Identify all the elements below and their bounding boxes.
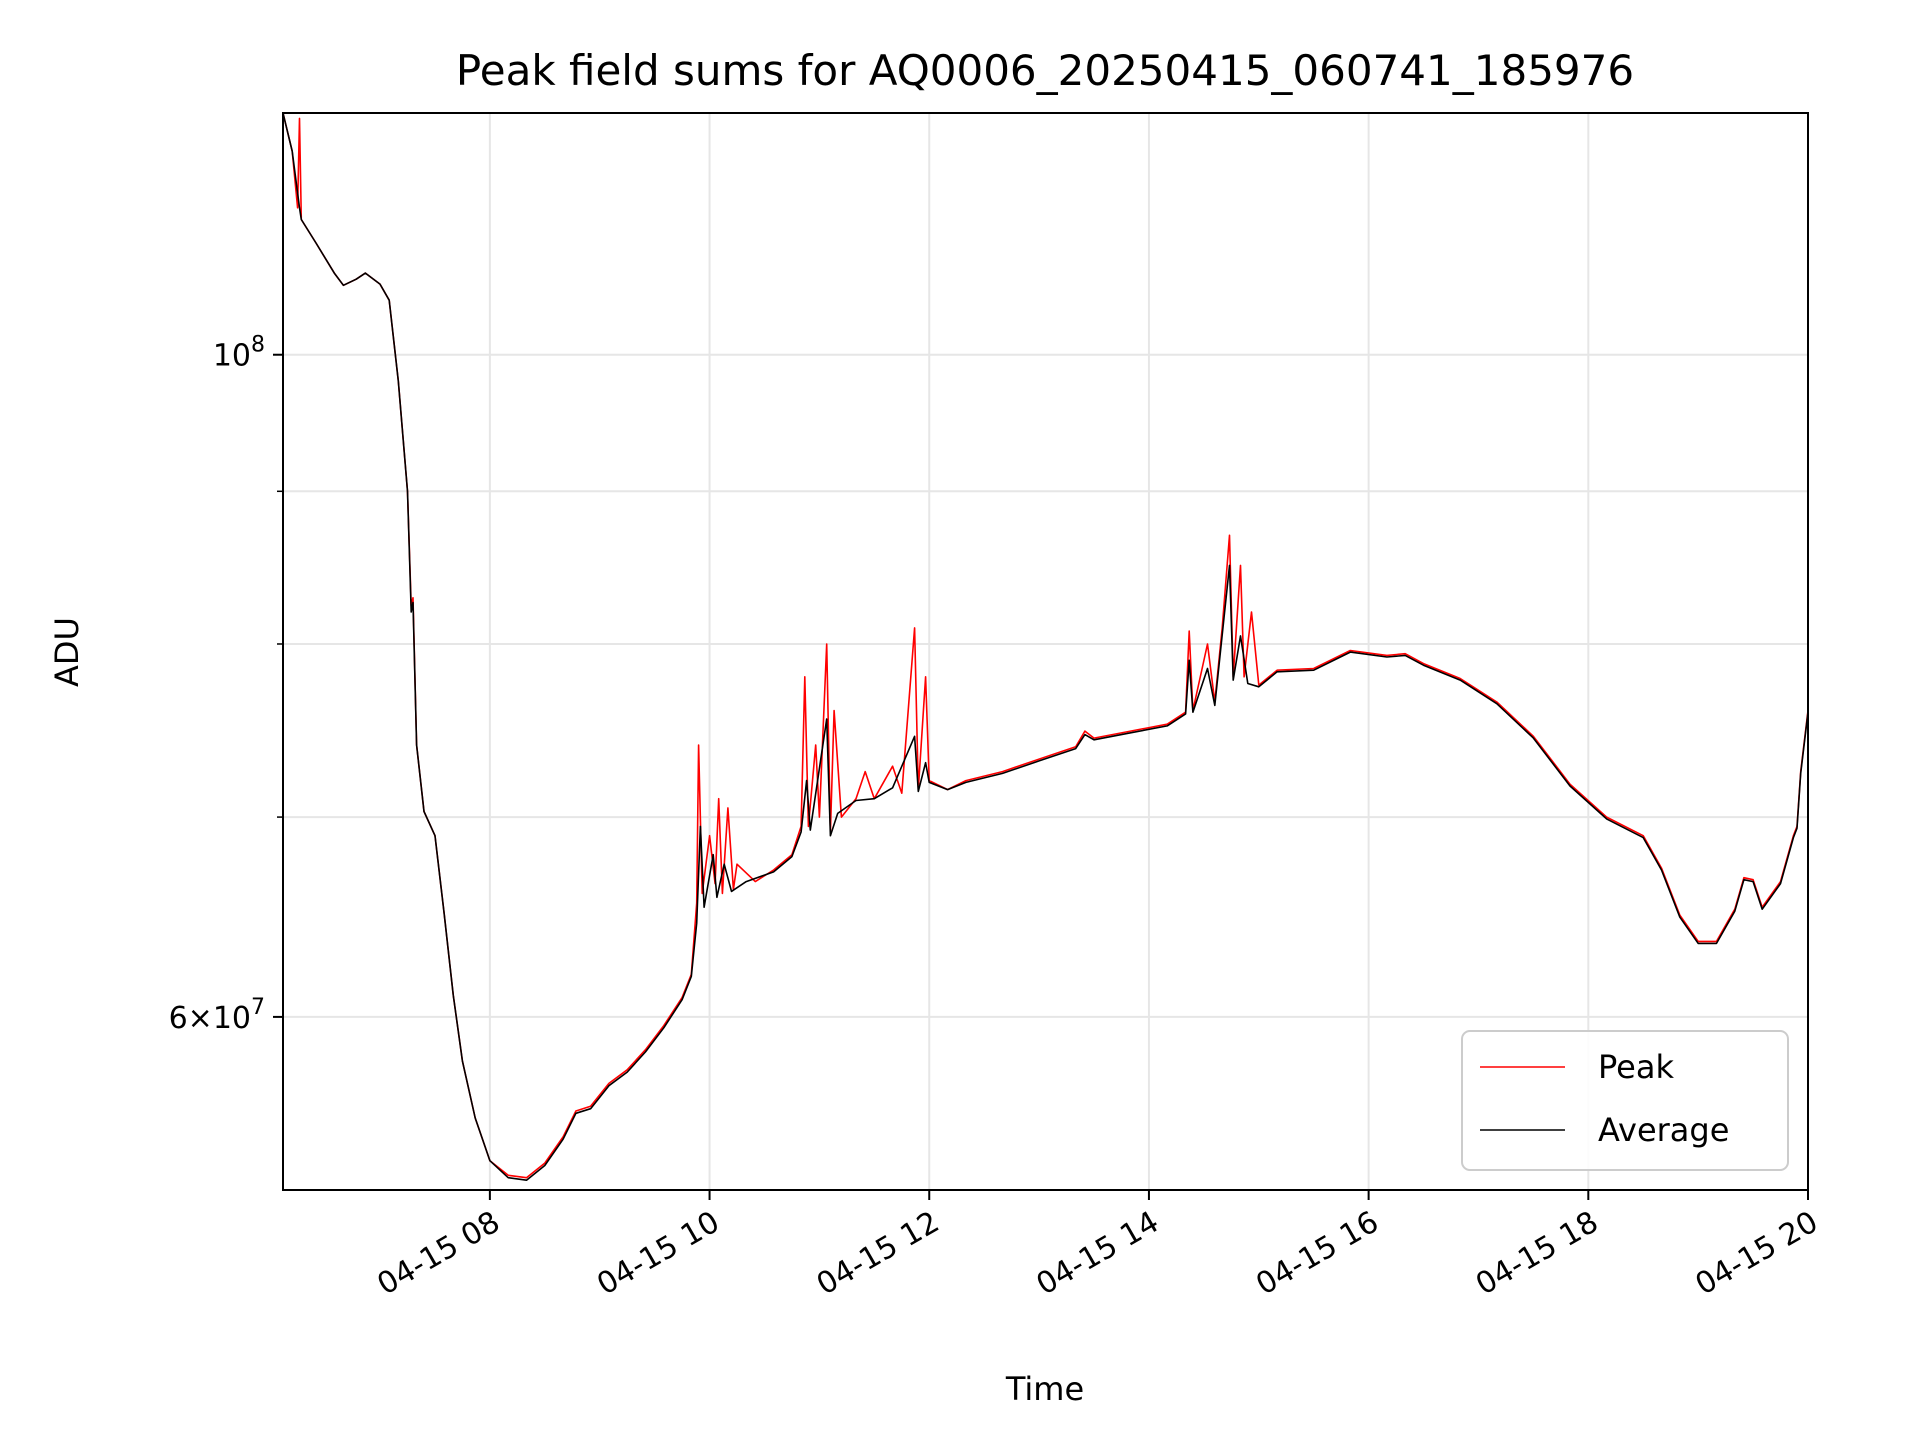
series-lines: [283, 113, 1808, 1181]
y-axis-label: ADU: [48, 617, 86, 687]
series-line-average: [283, 113, 1808, 1181]
chart-title: Peak field sums for AQ0006_20250415_0607…: [456, 46, 1634, 95]
y-tick-times: ×: [188, 1001, 213, 1036]
legend-label-average: Average: [1598, 1111, 1729, 1149]
y-tick-exponent: 7: [251, 995, 265, 1020]
grid: [283, 113, 1809, 1190]
legend-label-peak: Peak: [1598, 1048, 1674, 1086]
y-tick-multiplier: 6: [169, 1001, 188, 1036]
legend-box: [1461, 1030, 1789, 1171]
y-tick-exponent: 8: [251, 333, 265, 358]
plot-frame: [282, 112, 1809, 1191]
x-axis-label: Time: [1005, 1370, 1084, 1408]
y-tick-base: 10: [213, 339, 251, 374]
y-tick-label: 108: [213, 333, 265, 374]
legend: Peak Average: [1461, 1030, 1789, 1171]
y-tick-base: 10: [213, 1001, 251, 1036]
y-tick-label: 6×107: [169, 995, 265, 1036]
